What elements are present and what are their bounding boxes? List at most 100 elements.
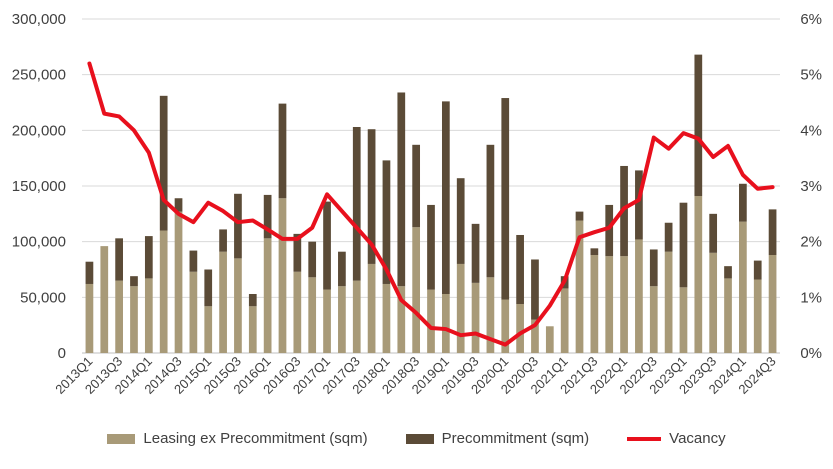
bar-precommitment [412,144,421,228]
vacancy-line-series [87,61,775,347]
bar-leasing [471,282,480,353]
bar-leasing [219,251,227,353]
bar-leasing [115,280,123,353]
bar-precommitment [263,194,272,239]
bar-leasing [248,306,257,353]
bar-leasing [293,271,302,353]
bar-precommitment [204,269,213,307]
bar-precommitment [144,236,153,279]
bar-leasing [724,278,732,353]
bar-leasing [456,263,465,353]
bar-leasing [486,277,495,353]
bar-precommitment [248,293,257,307]
bar-precommitment [768,209,777,256]
legend: Leasing ex Precommitment (sqm) Precommit… [0,430,833,447]
bar-precommitment [471,223,480,283]
bar-leasing [679,287,688,353]
bar-precommitment [338,251,346,287]
bar-leasing [516,304,524,353]
bar-leasing [189,271,198,353]
legend-item-vacancy: Vacancy [627,430,726,447]
bar-precommitment [456,178,465,264]
bar-leasing [308,277,317,353]
bar-precommitment [115,238,123,281]
legend-item-precommitment: Precommitment (sqm) [405,430,590,447]
bar-precommitment [352,126,361,281]
bar-precommitment [278,103,287,199]
bar-leasing [545,326,554,353]
bar-precommitment [323,201,331,290]
legend-swatch-vacancy [627,436,662,441]
bar-precommitment [649,249,658,287]
bar-leasing [635,239,643,353]
bar-precommitment [159,95,168,231]
y-right-tick-label: 6% [800,11,822,28]
bar-leasing [278,198,287,353]
bar-precommitment [308,241,317,278]
legend-swatch-precommitment [405,433,434,444]
bar-precommitment [486,144,495,278]
bar-precommitment [694,54,703,197]
bar-leasing [323,289,331,353]
bar-precommitment [635,170,643,240]
bar-leasing [130,286,138,353]
bar-leasing [768,255,777,353]
bar-leasing [352,280,361,353]
bar-leasing [234,258,242,353]
bar-leasing [144,278,153,353]
bar-precommitment [441,101,450,294]
y-right-tick-label: 1% [800,289,822,306]
bar-leasing [694,196,703,353]
bar-leasing [605,256,614,353]
bar-leasing [753,279,762,353]
bar-precommitment [516,234,524,305]
bar-leasing [204,306,213,353]
bar-precommitment [724,266,732,279]
bar-precommitment [85,261,94,284]
bar-leasing [575,220,584,353]
bar-precommitment [189,250,198,272]
bar-precommitment [130,276,138,287]
bar-leasing [739,221,747,353]
y-left-tick-label: 250,000 [12,67,66,84]
bar-leasing [263,238,272,353]
x-axis: 2013Q12013Q32014Q12014Q32015Q12015Q32016… [52,354,778,397]
bar-leasing [590,255,599,353]
bar-precommitment [174,198,183,212]
bar-precommitment [382,160,391,284]
y-right-tick-label: 2% [800,234,822,251]
y-left-tick-label: 50,000 [20,289,66,306]
bar-leasing [412,227,421,353]
y-right-tick-label: 3% [800,178,822,195]
legend-label-vacancy: Vacancy [669,430,726,447]
y-left-tick-label: 100,000 [12,234,66,251]
bar-precommitment [709,213,718,253]
y-right-tick-label: 5% [800,67,822,84]
y-right-tick-label: 4% [800,122,822,139]
bar-precommitment [664,222,673,252]
y-right-tick-label: 0% [800,345,822,362]
legend-swatch-leasing [107,433,136,444]
legend-label-leasing: Leasing ex Precommitment (sqm) [143,430,368,447]
bar-precommitment [575,211,584,221]
bar-leasing [531,319,539,353]
bar-leasing [649,286,658,353]
bar-leasing [709,252,718,353]
bar-leasing [100,246,109,353]
bar-precommitment [679,202,688,288]
bar-leasing [174,211,183,353]
bar-leasing [382,283,391,353]
bar-precommitment [219,229,227,252]
bar-leasing [664,251,673,353]
bar-precommitment [367,129,376,264]
bar-leasing [427,289,435,353]
legend-label-precommitment: Precommitment (sqm) [441,430,590,447]
bar-precommitment [739,183,747,222]
bar-precommitment [753,260,762,280]
bar-precommitment [531,259,539,320]
y-left-tick-label: 200,000 [12,122,66,139]
bar-leasing [85,283,94,353]
bar-leasing [159,230,168,353]
y-left-tick-label: 150,000 [12,178,66,195]
